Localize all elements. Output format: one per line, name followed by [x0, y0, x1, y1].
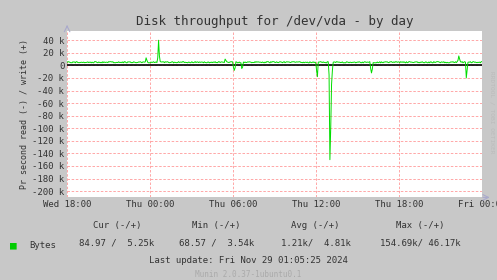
- Text: Max (-/+): Max (-/+): [396, 221, 444, 230]
- Text: Bytes: Bytes: [29, 241, 56, 249]
- Text: ■: ■: [10, 240, 17, 250]
- Text: Cur (-/+): Cur (-/+): [92, 221, 141, 230]
- Text: Avg (-/+): Avg (-/+): [291, 221, 340, 230]
- Title: Disk throughput for /dev/vda - by day: Disk throughput for /dev/vda - by day: [136, 15, 414, 28]
- Text: Last update: Fri Nov 29 01:05:25 2024: Last update: Fri Nov 29 01:05:25 2024: [149, 256, 348, 265]
- Text: 1.21k/  4.81k: 1.21k/ 4.81k: [281, 238, 350, 247]
- Y-axis label: Pr second read (-) / write (+): Pr second read (-) / write (+): [20, 39, 29, 189]
- Text: 68.57 /  3.54k: 68.57 / 3.54k: [178, 238, 254, 247]
- Text: Munin 2.0.37-1ubuntu0.1: Munin 2.0.37-1ubuntu0.1: [195, 270, 302, 279]
- Text: Min (-/+): Min (-/+): [192, 221, 241, 230]
- Text: 154.69k/ 46.17k: 154.69k/ 46.17k: [380, 238, 460, 247]
- Text: 84.97 /  5.25k: 84.97 / 5.25k: [79, 238, 155, 247]
- Text: RRDTOOL / TOBI OETIKER: RRDTOOL / TOBI OETIKER: [490, 71, 495, 153]
